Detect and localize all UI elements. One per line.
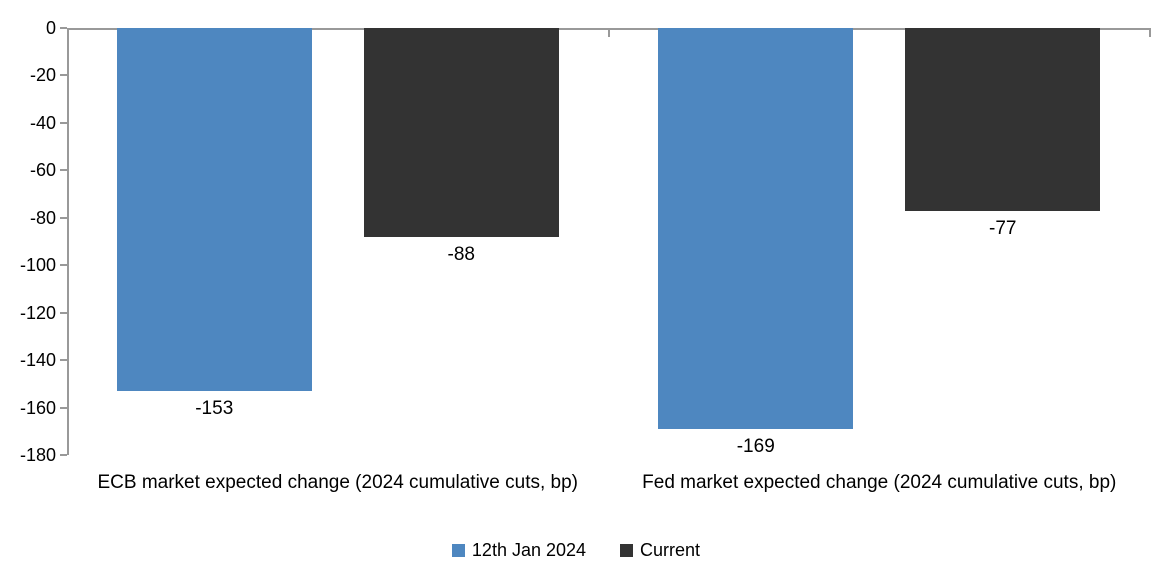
legend: 12th Jan 2024 Current [0,540,1152,561]
y-tick-mark [60,121,67,124]
y-tick-mark [60,27,67,29]
y-tick-label: -40 [29,112,56,133]
bar-value-label: -77 [989,217,1017,239]
bar-12th-jan-2024-1 [658,28,854,429]
y-tick-mark [60,359,67,362]
y-tick-label: -160 [19,397,56,418]
legend-swatch-icon [620,544,634,557]
y-tick-mark [60,216,67,219]
y-tick-mark [60,454,67,456]
y-tick-label: -20 [29,65,56,86]
category-boundary-tick [1149,28,1151,37]
bar-value-label: -169 [736,435,775,457]
y-axis-line [67,28,69,455]
y-tick-label: -140 [19,350,56,371]
y-tick-mark [60,311,67,314]
category-boundary-tick [607,28,610,37]
bar-value-label: -153 [195,397,234,419]
y-tick-label: -180 [19,445,56,465]
legend-swatch-icon [451,544,465,557]
bar-value-label: -88 [447,243,475,265]
y-tick-mark [60,74,67,77]
y-tick-label: 0 [45,18,56,38]
y-tick-label: -100 [19,255,56,276]
legend-label: Current [640,540,701,560]
y-tick-label: -120 [19,302,56,323]
y-tick-mark [60,169,67,172]
y-tick-mark [60,264,67,267]
category-label: ECB market expected change (2024 cumulat… [97,472,579,493]
category-label: Fed market expected change (2024 cumulat… [642,472,1117,493]
bar-current-0 [363,28,559,237]
legend-item-12th-jan-2024: 12th Jan 2024 [451,540,587,561]
bar-12th-jan-2024-0 [116,28,312,391]
bar-current-1 [905,28,1101,211]
y-tick-label: -60 [29,160,56,181]
y-tick-label: -80 [29,207,56,228]
legend-item-current: Current [620,540,700,561]
legend-label: 12th Jan 2024 [471,540,587,560]
y-tick-mark [60,406,67,409]
